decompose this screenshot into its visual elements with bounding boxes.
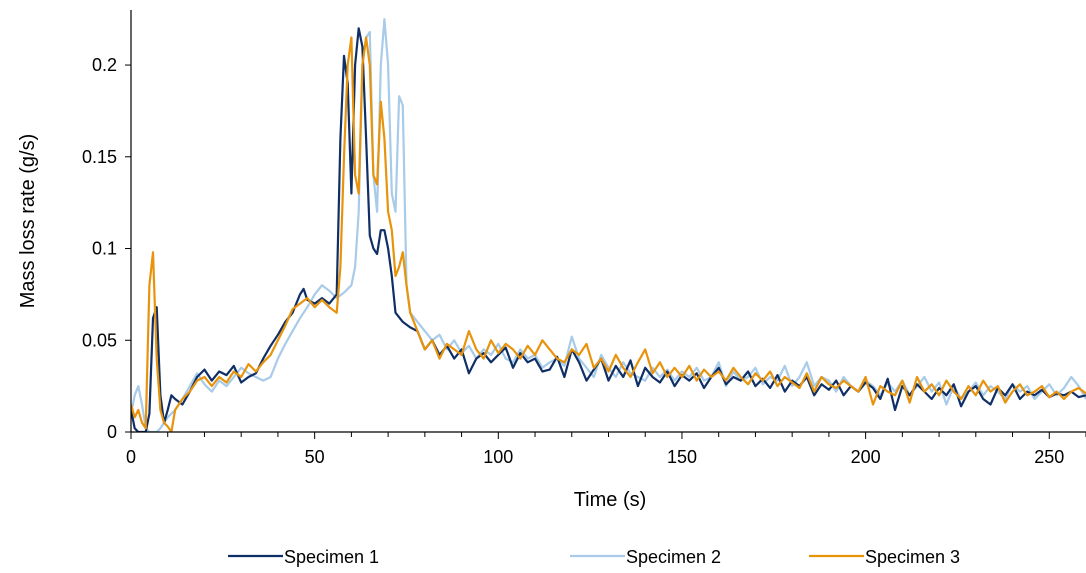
y-tick-label: 0.15 xyxy=(82,147,117,167)
y-tick-label: 0.1 xyxy=(92,239,117,259)
x-tick-label: 100 xyxy=(483,447,513,467)
legend: Specimen 1 Specimen 2 Specimen 3 xyxy=(228,547,960,567)
legend-label: Specimen 2 xyxy=(626,547,721,567)
x-tick-label: 0 xyxy=(126,447,136,467)
y-tick-label: 0 xyxy=(107,422,117,442)
x-tick-label: 200 xyxy=(851,447,881,467)
legend-label: Specimen 3 xyxy=(865,547,960,567)
legend-item-1: Specimen 1 xyxy=(228,547,379,567)
y-axis-title: Mass loss rate (g/s) xyxy=(17,134,39,308)
x-axis-title: Time (s) xyxy=(574,489,647,511)
x-tick-label: 50 xyxy=(305,447,325,467)
y-tick-label: 0.05 xyxy=(82,330,117,350)
y-tick-label: 0.2 xyxy=(92,55,117,75)
x-tick-label: 250 xyxy=(1034,447,1064,467)
legend-label: Specimen 1 xyxy=(284,547,379,567)
legend-item-3: Specimen 3 xyxy=(809,547,960,567)
series-line-3 xyxy=(131,36,1086,432)
x-tick-label: 150 xyxy=(667,447,697,467)
legend-item-2: Specimen 2 xyxy=(570,547,721,567)
x-axis-ticks: 0 50 100 150 200 250 xyxy=(126,432,1086,467)
series-line-1 xyxy=(131,27,1086,432)
y-axis-ticks: 0 0.05 0.1 0.15 0.2 xyxy=(82,55,131,442)
plot-series xyxy=(131,18,1086,432)
